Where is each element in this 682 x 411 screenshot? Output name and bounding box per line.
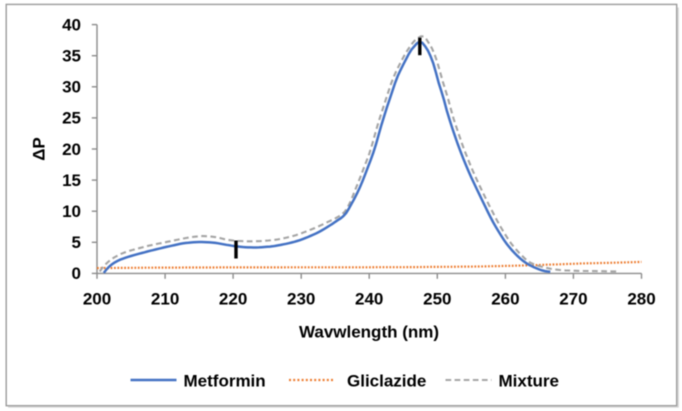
svg-text:250: 250 (423, 290, 451, 309)
svg-text:280: 280 (627, 290, 655, 309)
svg-text:220: 220 (219, 290, 247, 309)
svg-text:20: 20 (62, 140, 81, 159)
svg-text:25: 25 (62, 109, 81, 128)
svg-text:0: 0 (72, 264, 81, 283)
svg-text:Wavwlength (nm): Wavwlength (nm) (299, 323, 439, 342)
svg-text:240: 240 (355, 290, 383, 309)
svg-text:210: 210 (151, 290, 179, 309)
svg-text:Metformin: Metformin (184, 372, 266, 391)
svg-text:230: 230 (287, 290, 315, 309)
svg-text:35: 35 (62, 47, 81, 66)
svg-text:40: 40 (62, 15, 81, 34)
svg-text:Mixture: Mixture (499, 372, 559, 391)
svg-text:5: 5 (72, 233, 81, 252)
svg-text:15: 15 (62, 171, 81, 190)
svg-text:ΔP: ΔP (30, 137, 49, 161)
svg-text:10: 10 (62, 202, 81, 221)
svg-text:260: 260 (491, 290, 519, 309)
svg-text:200: 200 (83, 290, 111, 309)
svg-text:Gliclazide: Gliclazide (347, 372, 426, 391)
svg-text:30: 30 (62, 78, 81, 97)
svg-text:270: 270 (559, 290, 587, 309)
